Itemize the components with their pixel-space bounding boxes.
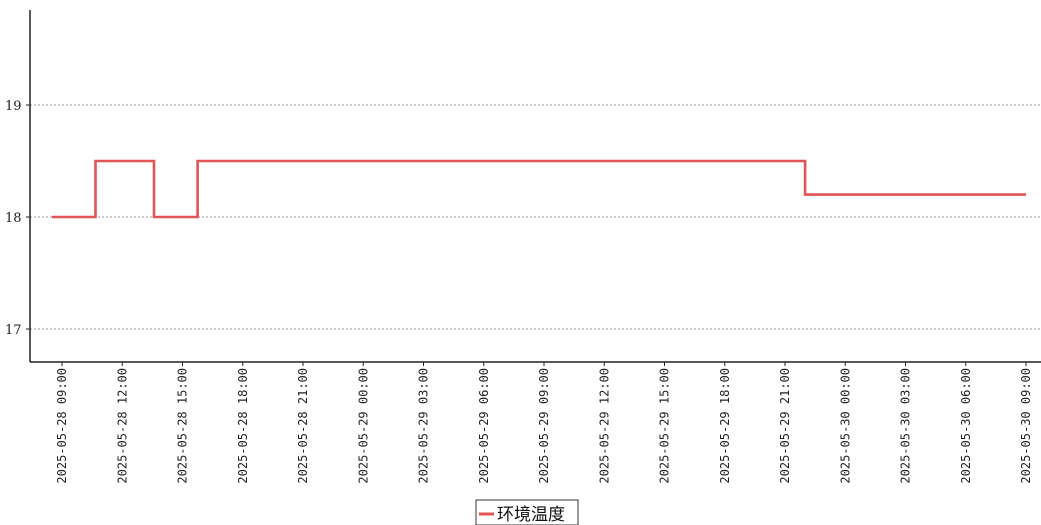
y-tick-label: 17 [5,323,22,338]
x-tick-label: 2025-05-28 09:00 [55,368,69,484]
y-tick-labels: 17 19 18 [5,99,30,338]
x-tick-label: 2025-05-29 06:00 [477,368,491,484]
y-tick-label: 18 [5,211,22,226]
series-lines [52,159,1026,219]
x-tick-label: 2025-05-29 12:00 [597,368,611,484]
x-tick-label: 2025-05-28 21:00 [296,368,310,484]
x-tick-label: 2025-05-29 00:00 [356,368,370,484]
x-tick-label: 2025-05-30 00:00 [838,368,852,484]
series-line [52,159,1026,219]
x-tick-label: 2025-05-30 03:00 [899,368,913,484]
x-tick-label: 2025-05-28 18:00 [236,368,250,484]
x-tick-label: 2025-05-29 09:00 [537,368,551,484]
x-tick-label: 2025-05-29 03:00 [417,368,431,484]
x-tick-label: 2025-05-30 09:00 [1019,368,1033,484]
legend[interactable]: 环境温度 [475,499,579,525]
x-tick-labels: 2025-05-28 09:00 2025-05-28 12:00 2025-05-… [55,362,1033,484]
x-tick-label: 2025-05-28 15:00 [176,368,190,484]
x-tick-label: 2025-05-30 06:00 [959,368,973,484]
legend-label: 环境温度 [497,505,565,525]
x-tick-label: 2025-05-29 15:00 [658,368,672,484]
x-tick-label: 2025-05-28 12:00 [115,368,129,484]
x-tick-label: 2025-05-29 18:00 [718,368,732,484]
y-tick-label: 19 [5,99,22,114]
x-tick-label: 2025-05-29 21:00 [778,368,792,484]
axes [29,10,1041,363]
